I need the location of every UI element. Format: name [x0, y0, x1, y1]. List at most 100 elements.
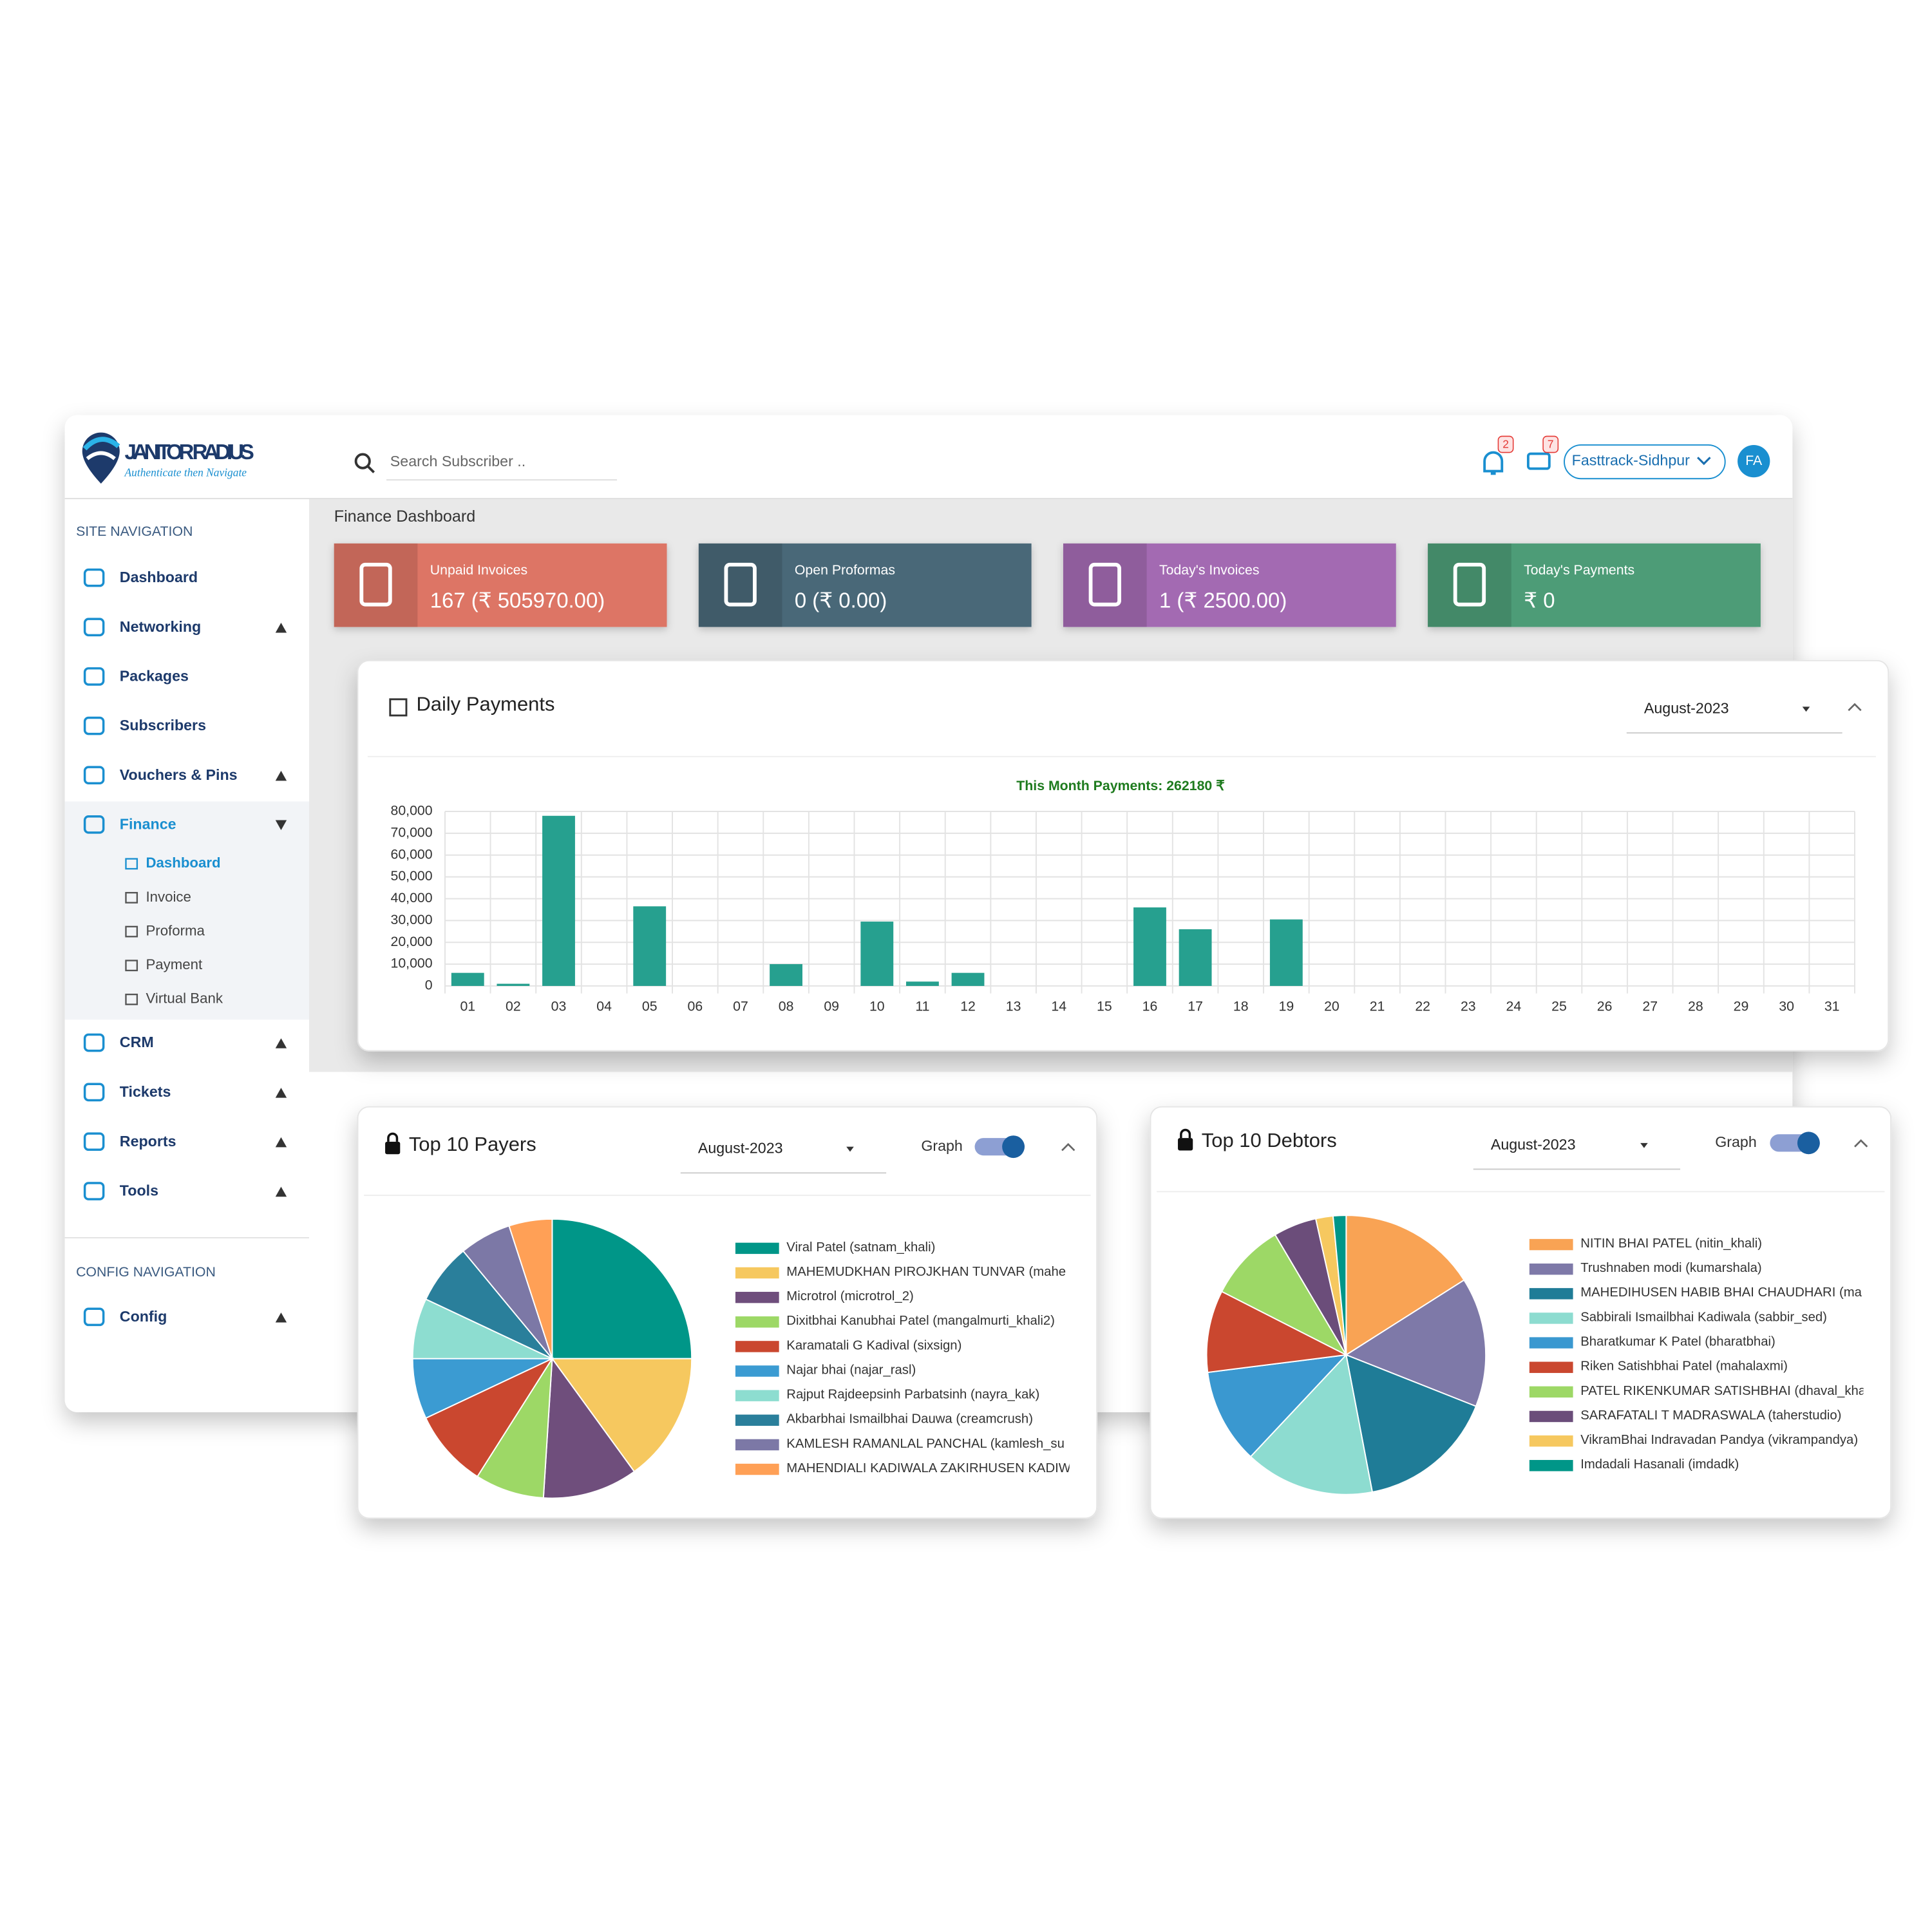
collapse-toggle[interactable]	[1854, 1139, 1868, 1148]
legend-swatch	[1529, 1386, 1573, 1398]
lock-icon	[385, 1141, 401, 1155]
nav-icon	[83, 568, 105, 587]
stat-card-icon-bg	[1063, 543, 1147, 627]
badge	[1497, 435, 1514, 453]
pie-slice	[1345, 1354, 1477, 1493]
chevron	[1697, 457, 1711, 466]
x-tick-label: 19	[1278, 998, 1294, 1014]
stat-card-icon	[1088, 562, 1121, 607]
legend-swatch	[1529, 1288, 1573, 1300]
pie-slice	[1249, 1353, 1374, 1495]
legend-label: Karamatali G Kadival (sixsign)	[786, 1338, 961, 1352]
sub-nav-item[interactable]: Invoice	[146, 889, 191, 905]
nav-arrow	[275, 1137, 287, 1148]
sub-icon	[125, 925, 138, 938]
legend-label: NITIN BHAI PATEL (nitin_khali)	[1580, 1236, 1762, 1251]
nav-heading: SITE NAVIGATION	[76, 524, 193, 539]
period-select[interactable]: August-2023	[1644, 699, 1729, 716]
site-selector[interactable]	[1564, 444, 1726, 480]
sub-nav-item[interactable]: Virtual Bank	[146, 990, 223, 1007]
x-tick-label: 26	[1597, 998, 1613, 1014]
x-tick-label: 25	[1551, 998, 1567, 1014]
search-input[interactable]: Search Subscriber ..	[390, 453, 526, 469]
search-icon	[354, 453, 371, 469]
nav-item[interactable]: Tickets	[120, 1083, 171, 1100]
pie-slice	[1206, 1291, 1349, 1374]
pie-slice	[1207, 1354, 1348, 1458]
x-tick-label: 06	[688, 998, 703, 1014]
nav-item[interactable]: CRM	[120, 1034, 154, 1050]
nav-icon	[83, 1182, 105, 1200]
legend-label: Akbarbhai Ismailbhai Dauwa (creamcrush)	[786, 1412, 1033, 1426]
nav-item[interactable]: Networking	[120, 618, 201, 635]
ticket-icon[interactable]	[1526, 452, 1551, 470]
stat-card-icon-bg	[334, 543, 418, 627]
nav-item[interactable]: Config	[120, 1308, 167, 1325]
x-tick-label: 30	[1779, 998, 1794, 1014]
y-tick-label: 70,000	[391, 824, 433, 840]
nav-item[interactable]: Packages	[120, 667, 189, 684]
stat-card-icon-bg	[1428, 543, 1511, 627]
x-tick-label: 16	[1142, 998, 1158, 1014]
chart-title: Daily Payments	[416, 693, 554, 715]
toggle-label: Graph	[1715, 1133, 1757, 1150]
finance-group-bg	[64, 801, 309, 1020]
nav-item[interactable]: Dashboard	[120, 569, 198, 585]
pie-slice	[551, 1218, 693, 1359]
legend-label: Microtrol (microtrol_2)	[786, 1289, 914, 1303]
bar	[1179, 929, 1212, 986]
legend-swatch	[735, 1390, 779, 1401]
nav-item[interactable]: Vouchers & Pins	[120, 766, 238, 783]
legend-swatch	[1529, 1435, 1573, 1447]
legend-swatch	[735, 1365, 779, 1377]
bell-icon[interactable]	[1483, 451, 1504, 475]
chart-subtitle: This Month Payments: 262180 ₹	[1016, 778, 1224, 793]
nav-icon	[83, 618, 105, 637]
x-tick-label: 15	[1097, 998, 1112, 1014]
collapse-toggle[interactable]	[1848, 703, 1862, 712]
sub-nav-item[interactable]: Dashboard	[146, 855, 220, 871]
logo-wave	[82, 437, 120, 451]
nav-icon	[83, 716, 105, 735]
bar	[633, 906, 667, 986]
chart-title: Top 10 Debtors	[1202, 1129, 1337, 1151]
x-tick-label: 09	[824, 998, 839, 1014]
legend-swatch	[1529, 1460, 1573, 1472]
period-select[interactable]: August-2023	[1491, 1136, 1576, 1153]
collapse-toggle[interactable]	[1061, 1142, 1075, 1151]
y-tick-label: 50,000	[391, 868, 433, 884]
stat-label: Open Proformas	[795, 562, 895, 578]
nav-item[interactable]: Tools	[120, 1182, 158, 1199]
legend-label: Imdadali Hasanali (imdadk)	[1580, 1457, 1739, 1472]
stat-label: Today's Payments	[1524, 562, 1634, 578]
site-name: Fasttrack-Sidhpur	[1572, 451, 1690, 468]
legend-label: PATEL RIKENKUMAR SATISHBHAI (dhaval_kha	[1580, 1384, 1866, 1398]
x-tick-label: 29	[1734, 998, 1749, 1014]
nav-item[interactable]: Finance	[120, 815, 176, 832]
pie-slice	[1345, 1215, 1465, 1356]
pie-slice	[424, 1357, 554, 1478]
period-select[interactable]: August-2023	[698, 1140, 783, 1157]
nav-item[interactable]: Reports	[120, 1133, 176, 1150]
legend: Viral Patel (satnam_khali) MAHEMUDKHAN PI…	[735, 1240, 1070, 1475]
lock-icon	[387, 1132, 399, 1142]
toggle-knob	[1797, 1132, 1820, 1155]
toggle-label: Graph	[921, 1137, 963, 1154]
chart-icon	[389, 698, 408, 717]
x-tick-label: 03	[551, 998, 567, 1014]
y-tick-label: 80,000	[391, 803, 433, 819]
sub-nav-item[interactable]: Payment	[146, 956, 203, 972]
bar	[497, 983, 530, 986]
nav-item[interactable]: Subscribers	[120, 717, 206, 734]
stat-label: Unpaid Invoices	[430, 562, 527, 578]
stat-value: 167 (₹ 505970.00)	[430, 589, 605, 612]
legend-label: Trushnaben modi (kumarshala)	[1580, 1261, 1762, 1275]
x-tick-label: 01	[460, 998, 475, 1014]
caret	[1802, 706, 1810, 712]
legend-swatch	[1529, 1361, 1573, 1373]
y-tick-label: 60,000	[391, 846, 433, 862]
avatar[interactable]	[1738, 444, 1770, 478]
sub-nav-item[interactable]: Proforma	[146, 922, 205, 938]
ticket-count: 7	[1548, 438, 1554, 451]
